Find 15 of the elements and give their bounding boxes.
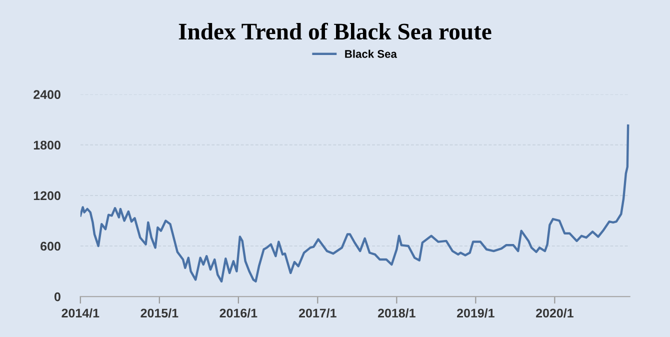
x-tick-label: 2017/1: [298, 308, 336, 318]
y-tick-label: 2400: [34, 90, 60, 100]
legend-label: Black Sea: [345, 50, 397, 58]
x-tick-label: 2014/1: [62, 308, 100, 318]
x-tick-label: 2015/1: [140, 308, 178, 318]
x-tick-label: 2018/1: [378, 308, 416, 318]
y-tick-label: 0: [54, 292, 60, 302]
y-tick-label: 600: [40, 242, 60, 251]
y-tick-label: 1200: [34, 191, 60, 200]
x-tick-label: 2020/1: [536, 308, 574, 318]
chart-title: Index Trend of Black Sea route: [178, 22, 492, 40]
x-tick-label: 2016/1: [220, 308, 258, 318]
line-series: [80, 124, 630, 283]
x-tick-label: 2019/1: [456, 308, 494, 318]
y-tick-label: 1800: [34, 140, 60, 150]
